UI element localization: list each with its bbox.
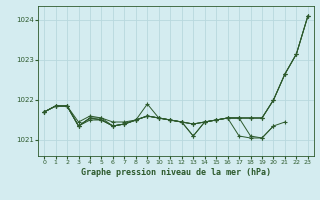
- X-axis label: Graphe pression niveau de la mer (hPa): Graphe pression niveau de la mer (hPa): [81, 168, 271, 177]
